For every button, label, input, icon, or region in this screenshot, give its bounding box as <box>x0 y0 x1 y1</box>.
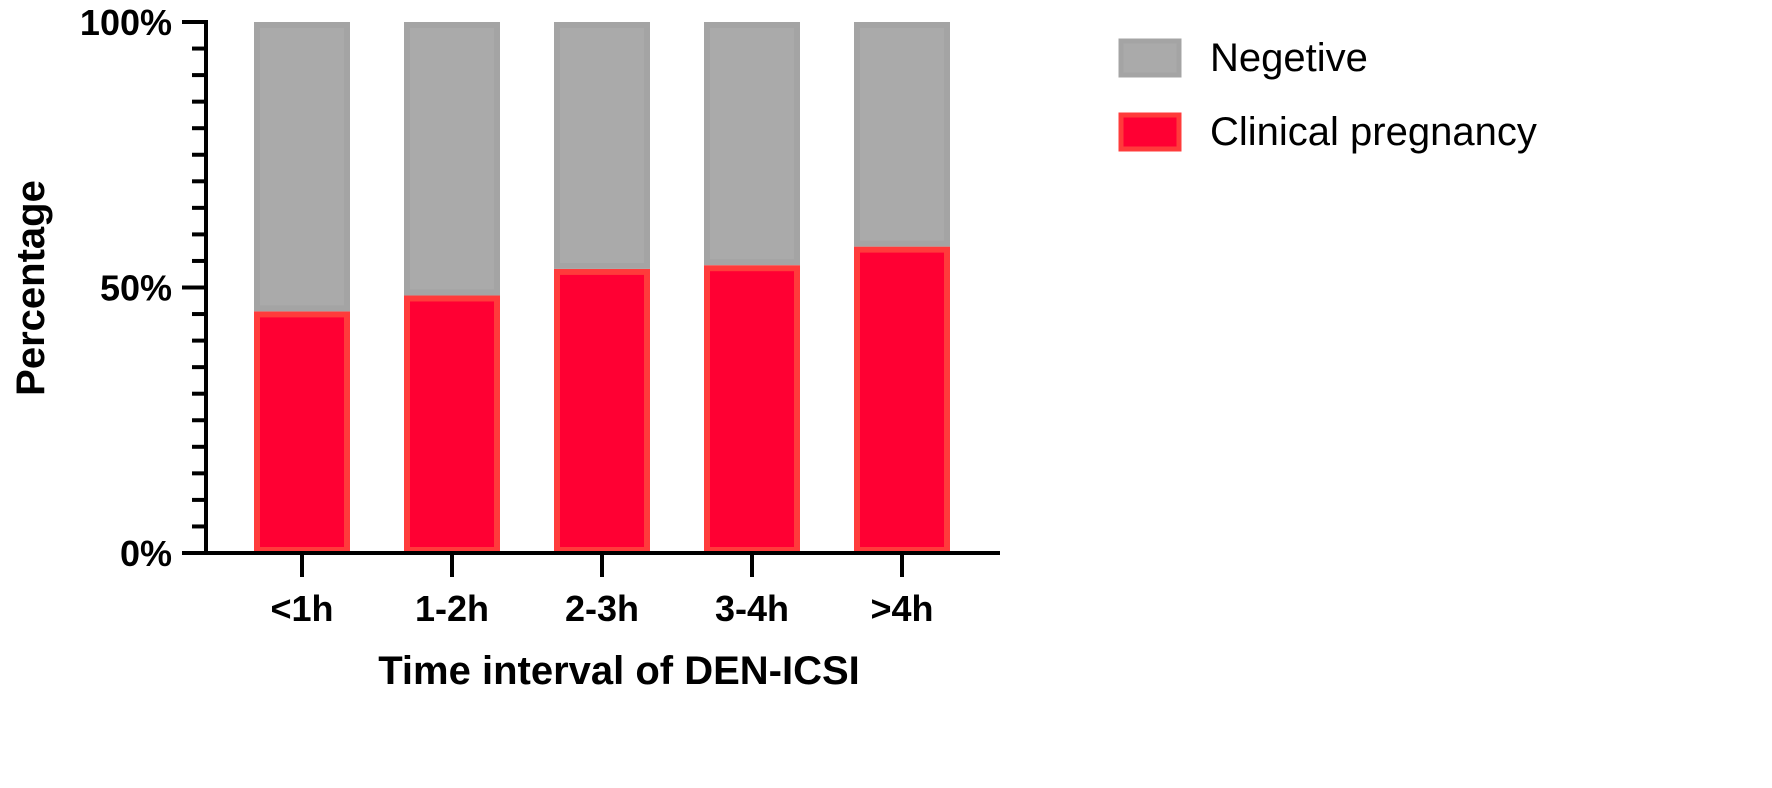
x-tick-label: 1-2h <box>415 588 489 629</box>
y-tick-label: 50% <box>100 268 172 309</box>
legend-swatch-negetive <box>1118 38 1182 78</box>
y-axis-title: Percentage <box>9 180 53 396</box>
x-axis-title: Time interval of DEN-ICSI <box>378 649 860 693</box>
x-tick-label: 2-3h <box>565 588 639 629</box>
bar-negetive-4 <box>704 22 800 266</box>
bar-clinical-pregnancy-4 <box>704 265 800 553</box>
bars-layer <box>254 22 950 553</box>
bar-clinical-pregnancy-1 <box>254 311 350 553</box>
bar-clinical-pregnancy-3 <box>554 268 650 553</box>
legend-label-clinical-pregnancy: Clinical pregnancy <box>1210 110 1537 154</box>
y-tick-label: 100% <box>80 2 172 43</box>
x-tick-label: 3-4h <box>715 588 789 629</box>
bar-negetive-5 <box>854 22 950 247</box>
y-ticks: 0% 50% 100% <box>80 2 206 574</box>
bar-negetive-1 <box>254 22 350 312</box>
bar-clinical-pregnancy-2 <box>404 295 500 553</box>
bar-negetive-3 <box>554 22 650 269</box>
y-tick-label: 0% <box>120 533 172 574</box>
legend-swatch-clinical-pregnancy <box>1118 112 1182 152</box>
legend-label-negetive: Negetive <box>1210 36 1368 80</box>
bar-clinical-pregnancy-5 <box>854 246 950 553</box>
bar-negetive-2 <box>404 22 500 296</box>
x-ticks: <1h 1-2h 2-3h 3-4h >4h <box>270 553 934 629</box>
x-tick-label: >4h <box>870 588 933 629</box>
legend: Negetive Clinical pregnancy <box>1118 36 1537 154</box>
x-tick-label: <1h <box>270 588 333 629</box>
